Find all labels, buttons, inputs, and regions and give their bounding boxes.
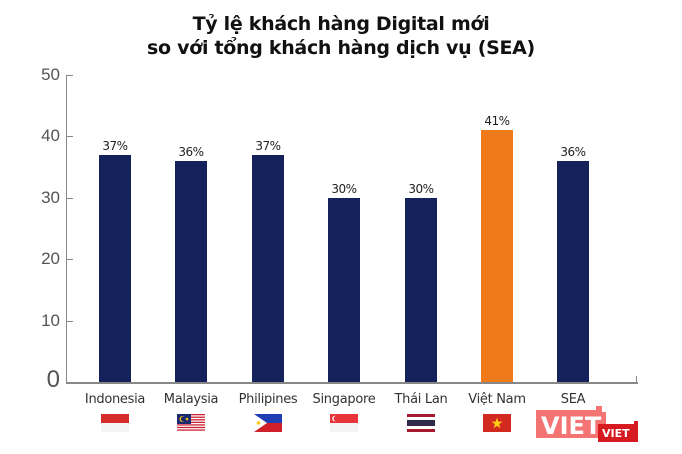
bar-value-label: 36% (560, 145, 586, 159)
bar-indonesia (99, 155, 131, 382)
watermark-text-large: VIET (541, 412, 602, 440)
y-tick-label: 10 (41, 311, 60, 330)
category-label: Singapore (312, 392, 376, 407)
indonesia-flag-icon (101, 414, 129, 432)
bar-value-label: 37% (255, 139, 281, 153)
chart-title-line2: so với tổng khách hàng dịch vụ (SEA) (147, 37, 535, 59)
y-axis-line (66, 75, 67, 383)
philippines-flag-icon (254, 414, 282, 432)
category-label: Malaysia (163, 392, 219, 407)
y-tick-mark (66, 321, 73, 322)
y-tick-mark (66, 136, 73, 137)
x-axis-end-tick (636, 376, 637, 383)
watermark-text-small: VIET (602, 427, 630, 440)
vietnamnet-watermark-logo: VIET VIET (536, 406, 638, 442)
bar-value-label: 30% (408, 182, 434, 196)
category-label: SEA (560, 392, 586, 407)
bar-singapore (328, 198, 360, 382)
bar-việt-nam (481, 130, 513, 382)
y-tick-label: 50 (41, 65, 60, 84)
vietnam-flag-icon (483, 414, 511, 432)
singapore-flag-icon (330, 414, 358, 432)
y-tick-label: 0 (46, 366, 60, 393)
bar-value-label: 30% (331, 182, 357, 196)
category-label: Indonesia (84, 392, 146, 407)
category-label: Việt Nam (468, 392, 526, 407)
bar-thái-lan (405, 198, 437, 382)
bar-value-label: 37% (102, 139, 128, 153)
y-tick-mark (66, 198, 73, 199)
thailand-flag-icon (407, 414, 435, 432)
y-tick-label: 40 (41, 126, 60, 145)
y-tick-label: 30 (41, 188, 60, 207)
bar-philipines (252, 155, 284, 382)
category-label: Philipines (238, 392, 298, 407)
bar-sea (557, 161, 589, 382)
category-label: Thái Lan (394, 392, 448, 407)
y-tick-mark (66, 75, 73, 76)
x-axis-line (66, 382, 638, 384)
bar-malaysia (175, 161, 207, 382)
malaysia-flag-icon (177, 414, 205, 432)
chart-title: Tỷ lệ khách hàng Digital mới so với tổng… (0, 12, 682, 60)
bar-value-label: 41% (484, 114, 510, 128)
y-tick-mark (66, 382, 73, 383)
chart-title-line1: Tỷ lệ khách hàng Digital mới (192, 13, 490, 35)
y-tick-label: 20 (41, 249, 60, 268)
y-tick-mark (66, 259, 73, 260)
bar-value-label: 36% (178, 145, 204, 159)
